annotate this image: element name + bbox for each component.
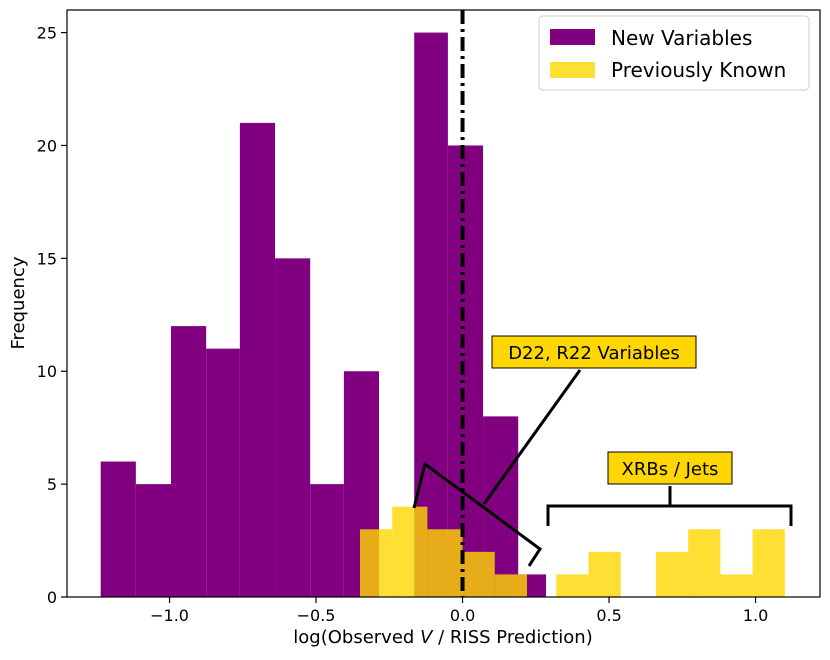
- bar-previously-known-4: [494, 574, 527, 597]
- x-axis-label-suffix: / RISS Prediction): [432, 627, 592, 648]
- legend-label-new-variables: New Variables: [611, 26, 752, 50]
- bar-previously-known-9: [655, 551, 689, 597]
- x-tick-label: 0.5: [596, 606, 621, 625]
- legend-swatch-new-variables: [550, 29, 595, 45]
- x-tick-label: 0.0: [450, 606, 475, 625]
- legend-frame: [538, 15, 810, 91]
- y-tick-label: 15: [37, 249, 57, 268]
- bar-new-variables-6: [310, 484, 344, 597]
- x-tick-label: −0.5: [297, 606, 336, 625]
- annotation-d22-box: [491, 335, 697, 369]
- annotation-d22-label: D22, R22 Variables: [508, 343, 680, 364]
- bar-new-variables-9: [414, 32, 448, 597]
- annotation-xrbs-bracket: [546, 504, 793, 526]
- plot-area-frame: [66, 9, 821, 598]
- bar-previously-known-0: [360, 529, 393, 597]
- annotation-d22-leader: [482, 369, 582, 505]
- bar-new-variables-2: [171, 326, 207, 597]
- annotation-d22-bracket: [412, 461, 543, 567]
- bar-new-variables-10: [447, 145, 484, 597]
- y-axis-ticks: 0 5 10 15 20 25: [37, 24, 67, 607]
- series-previously-known-bars: [360, 506, 785, 597]
- x-axis-label: log(Observed V / RISS Prediction): [293, 627, 592, 648]
- bar-previously-known-6: [556, 574, 589, 597]
- legend: New Variables Previously Known: [538, 15, 810, 91]
- y-axis-label: Frequency: [8, 256, 29, 349]
- bar-previously-known-3: [462, 551, 495, 597]
- bar-new-variables-4: [239, 122, 276, 597]
- bar-previously-known-11: [720, 574, 753, 597]
- annotation-xrbs-label: XRBs / Jets: [622, 459, 719, 480]
- bar-previously-known-1: [392, 506, 428, 597]
- annotation-xrbs-box: [607, 451, 733, 485]
- x-tick-label: −1.0: [150, 606, 189, 625]
- y-tick-label: 0: [47, 588, 57, 607]
- annotation-xrbs-jets: XRBs / Jets: [546, 451, 793, 526]
- bar-previously-known-12: [752, 529, 785, 597]
- annotation-d22-r22: D22, R22 Variables: [412, 335, 697, 567]
- x-tick-label: 1.0: [743, 606, 768, 625]
- bar-previously-known-7: [588, 551, 621, 597]
- y-tick-label: 10: [37, 362, 57, 381]
- legend-label-previously-known: Previously Known: [611, 58, 786, 82]
- x-axis-label-prefix: log(Observed: [293, 627, 420, 648]
- bar-previously-known-10: [688, 529, 721, 597]
- bar-new-variables-0: [100, 461, 136, 597]
- bar-previously-known-2: [427, 529, 463, 597]
- series-new-variables-bars: [100, 32, 547, 597]
- bar-new-variables-1: [135, 484, 172, 597]
- x-axis-label-variable: V: [420, 627, 434, 648]
- y-tick-label: 20: [37, 136, 57, 155]
- x-axis-ticks: −1.0 −0.5 0.0 0.5 1.0: [150, 597, 768, 625]
- y-tick-label: 25: [37, 24, 57, 43]
- legend-swatch-previously-known: [550, 62, 595, 78]
- bar-new-variables-5: [275, 258, 311, 597]
- y-tick-label: 5: [47, 475, 57, 494]
- bar-new-variables-3: [206, 348, 240, 597]
